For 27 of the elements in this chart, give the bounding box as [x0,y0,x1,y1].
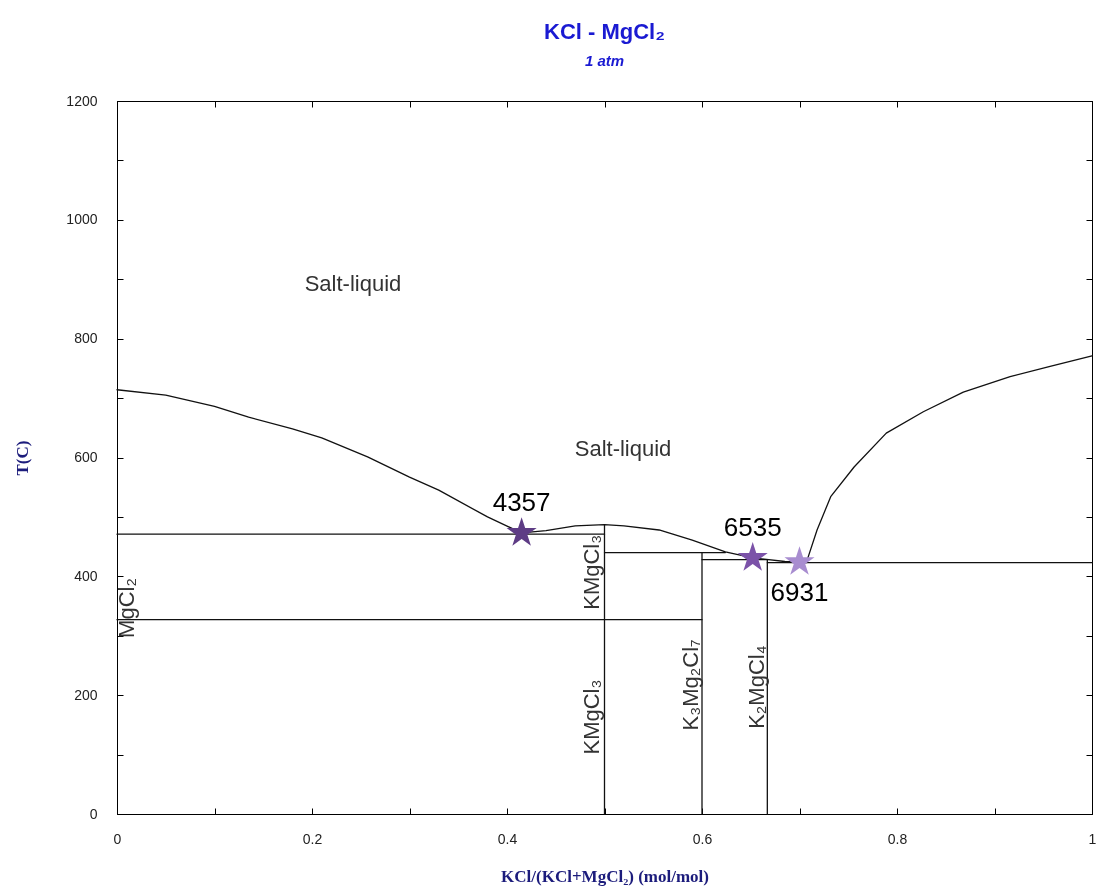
annotation: K₂MgCl₄ [743,645,769,729]
x-tick-label: 0.2 [302,830,323,847]
y-tick-label: 600 [74,449,98,465]
x-tick-label: 0.8 [887,830,908,847]
y-tick-label: 1200 [66,92,98,109]
annotation: MgCl₂ [114,578,140,638]
x-tick-label: 0.6 [692,830,713,847]
x-tick-label: 0.4 [497,830,518,847]
annotation: KMgCl₃ [578,534,604,610]
annotation: Salt-liquid [574,435,672,461]
x-tick-label: 0 [113,830,122,847]
y-tick-label: 0 [89,805,98,822]
annotation: 6931 [770,577,829,608]
y-tick-label: 1000 [66,211,98,228]
chart-title: KCl - MgCl₂ [544,19,665,44]
annotation: 6535 [723,511,782,542]
x-tick-label: 1 [1088,830,1097,847]
chart-subtitle: 1 atm [584,52,625,69]
annotation: Salt-liquid [304,271,402,297]
x-axis-title: KCl/(KCl+MgCl₂) (mol/mol) [501,866,709,886]
y-tick-label: 800 [74,330,98,347]
annotation: KMgCl₃ [578,679,604,755]
annotation: 4357 [492,486,551,517]
y-axis-title: T(C) [13,440,33,476]
annotation: K₃Mg₂Cl₇ [678,639,704,731]
y-tick-label: 400 [74,567,98,584]
y-tick-label: 200 [74,686,98,703]
